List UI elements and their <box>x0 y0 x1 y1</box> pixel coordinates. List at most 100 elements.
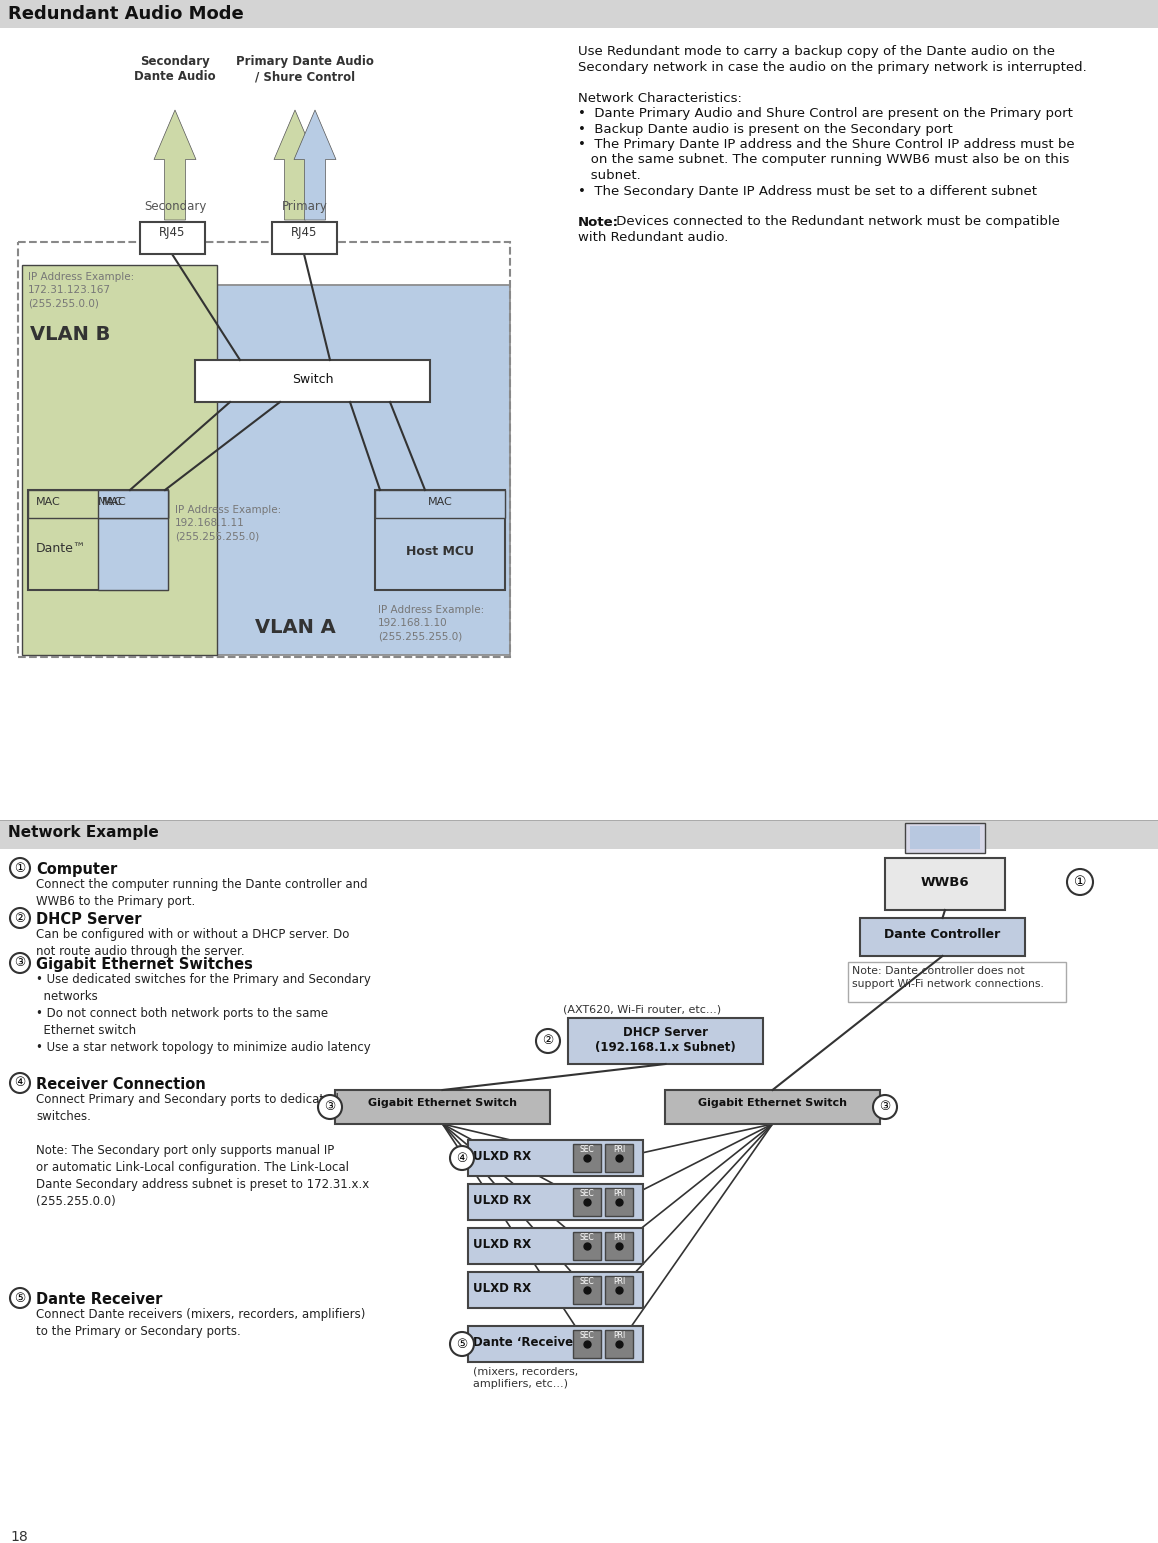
Bar <box>335 1089 550 1123</box>
Text: •  Backup Dante audio is present on the Secondary port: • Backup Dante audio is present on the S… <box>578 122 953 136</box>
Circle shape <box>10 954 30 974</box>
Text: PRI: PRI <box>613 1332 625 1339</box>
Text: ⑤: ⑤ <box>14 1291 25 1304</box>
Text: Gigabit Ethernet Switch: Gigabit Ethernet Switch <box>698 1099 846 1108</box>
Bar <box>573 1330 601 1358</box>
Bar <box>375 491 505 518</box>
Bar <box>860 918 1025 957</box>
Text: Secondary network in case the audio on the primary network is interrupted.: Secondary network in case the audio on t… <box>578 60 1086 74</box>
Bar <box>910 826 980 849</box>
Polygon shape <box>154 110 196 221</box>
Bar <box>573 1276 601 1304</box>
Bar <box>885 858 1005 910</box>
Text: SEC: SEC <box>580 1332 594 1339</box>
Text: • Use dedicated switches for the Primary and Secondary
  networks
• Do not conne: • Use dedicated switches for the Primary… <box>36 974 371 1054</box>
Bar <box>468 1183 643 1221</box>
Text: Gigabit Ethernet Switch: Gigabit Ethernet Switch <box>368 1099 516 1108</box>
Text: IP Address Example:
172.31.123.167
(255.255.0.0): IP Address Example: 172.31.123.167 (255.… <box>28 272 134 309</box>
Text: PRI: PRI <box>613 1190 625 1197</box>
Text: ULXD RX: ULXD RX <box>472 1237 532 1251</box>
Text: Network Characteristics:: Network Characteristics: <box>578 91 742 105</box>
Bar <box>0 28 1158 819</box>
Polygon shape <box>294 110 336 221</box>
Text: ③: ③ <box>879 1100 891 1114</box>
Circle shape <box>10 858 30 878</box>
Circle shape <box>1067 869 1093 895</box>
Text: ①: ① <box>14 861 25 875</box>
Text: ②: ② <box>14 912 25 924</box>
Bar <box>0 0 1158 28</box>
Bar <box>604 1143 633 1173</box>
Text: PRI: PRI <box>613 1145 625 1154</box>
Text: ③: ③ <box>14 957 25 969</box>
Text: MAC: MAC <box>98 497 123 508</box>
Text: DHCP Server: DHCP Server <box>36 912 141 927</box>
Text: Connect the computer running the Dante controller and
WWB6 to the Primary port.: Connect the computer running the Dante c… <box>36 878 367 907</box>
Text: Devices connected to the Redundant network must be compatible: Devices connected to the Redundant netwo… <box>611 216 1060 228</box>
Bar <box>98 491 168 518</box>
Text: on the same subnet. The computer running WWB6 must also be on this: on the same subnet. The computer running… <box>578 153 1069 167</box>
Circle shape <box>536 1029 560 1052</box>
Text: Computer: Computer <box>36 863 117 876</box>
Text: ⑤: ⑤ <box>456 1338 468 1350</box>
Text: ④: ④ <box>14 1077 25 1089</box>
Text: ④: ④ <box>456 1151 468 1165</box>
Text: SEC: SEC <box>580 1278 594 1285</box>
Text: •  The Primary Dante IP address and the Shure Control IP address must be: • The Primary Dante IP address and the S… <box>578 137 1075 151</box>
Bar <box>22 265 217 654</box>
Bar <box>28 491 168 518</box>
Text: ①: ① <box>1073 875 1086 889</box>
Bar <box>573 1188 601 1216</box>
Text: (mixers, recorders,
amplifiers, etc...): (mixers, recorders, amplifiers, etc...) <box>472 1367 578 1389</box>
Text: Note: Dante controller does not
support Wi-Fi network connections.: Note: Dante controller does not support … <box>852 966 1043 989</box>
Text: Connect Primary and Secondary ports to dedicated
switches.

Note: The Secondary : Connect Primary and Secondary ports to d… <box>36 1092 369 1208</box>
Bar <box>155 285 507 650</box>
Polygon shape <box>274 110 316 221</box>
Circle shape <box>450 1146 474 1170</box>
Text: MAC: MAC <box>102 497 126 508</box>
Text: Secondary
Dante Audio: Secondary Dante Audio <box>134 56 215 83</box>
Text: SEC: SEC <box>580 1145 594 1154</box>
Bar <box>604 1231 633 1261</box>
Text: Redundant Audio Mode: Redundant Audio Mode <box>8 5 243 23</box>
Text: MAC: MAC <box>36 497 60 508</box>
Text: Dante™: Dante™ <box>36 542 87 555</box>
Bar <box>604 1188 633 1216</box>
Text: Use Redundant mode to carry a backup copy of the Dante audio on the: Use Redundant mode to carry a backup cop… <box>578 45 1055 59</box>
Text: MAC: MAC <box>427 497 453 508</box>
Circle shape <box>318 1096 342 1119</box>
Text: Network Example: Network Example <box>8 826 159 839</box>
Bar <box>569 1018 763 1065</box>
Text: Switch: Switch <box>292 373 334 386</box>
Bar <box>665 1089 880 1123</box>
Text: PRI: PRI <box>613 1278 625 1285</box>
Bar <box>155 285 510 654</box>
Text: Host MCU: Host MCU <box>406 545 474 559</box>
Bar <box>468 1228 643 1264</box>
Bar <box>468 1325 643 1362</box>
Text: Connect Dante receivers (mixers, recorders, amplifiers)
to the Primary or Second: Connect Dante receivers (mixers, recorde… <box>36 1308 366 1338</box>
Bar <box>272 222 337 255</box>
Text: Dante ‘Receiver’: Dante ‘Receiver’ <box>472 1336 584 1349</box>
Bar <box>375 491 505 589</box>
Bar <box>468 1271 643 1308</box>
Bar <box>604 1330 633 1358</box>
Text: Dante Controller: Dante Controller <box>885 927 1001 941</box>
Text: ULXD RX: ULXD RX <box>472 1194 532 1207</box>
Text: •  Dante Primary Audio and Shure Control are present on the Primary port: • Dante Primary Audio and Shure Control … <box>578 106 1072 120</box>
Text: Secondary: Secondary <box>144 201 206 213</box>
Text: ③: ③ <box>324 1100 336 1114</box>
Bar <box>573 1143 601 1173</box>
Text: Note:: Note: <box>578 216 620 228</box>
Text: Gigabit Ethernet Switches: Gigabit Ethernet Switches <box>36 957 252 972</box>
Circle shape <box>10 1072 30 1092</box>
Text: ②: ② <box>542 1034 554 1048</box>
Text: RJ45: RJ45 <box>160 225 185 239</box>
Text: RJ45: RJ45 <box>292 225 317 239</box>
Bar <box>848 961 1067 1001</box>
Text: Primary: Primary <box>283 201 328 213</box>
Text: subnet.: subnet. <box>578 170 640 182</box>
Bar <box>98 491 168 589</box>
Text: IP Address Example:
192.168.1.11
(255.255.255.0): IP Address Example: 192.168.1.11 (255.25… <box>175 505 281 542</box>
Bar <box>0 821 1158 849</box>
